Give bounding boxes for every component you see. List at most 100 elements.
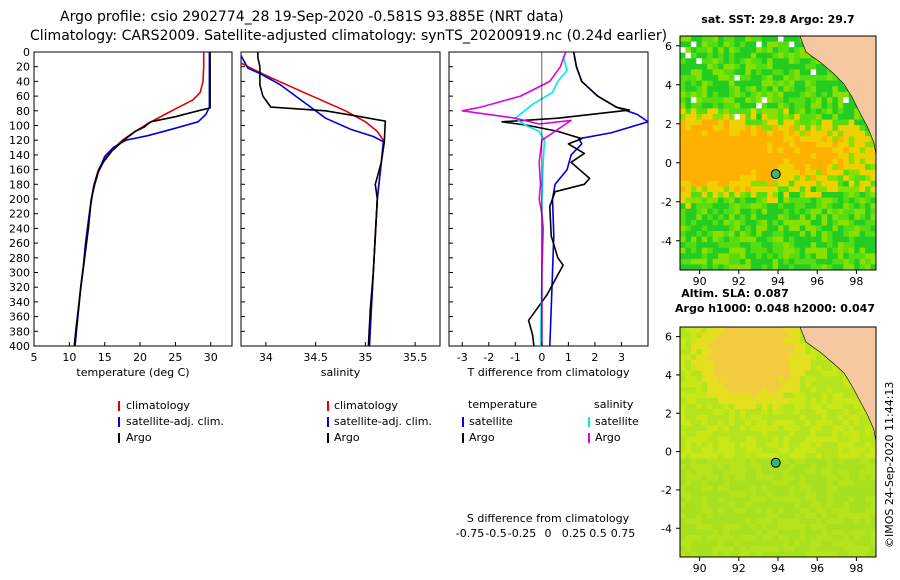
sst-map-cell (685, 47, 692, 54)
sst-map-cell (859, 136, 866, 143)
sla-map-cell (788, 370, 795, 377)
sst-map-cell (718, 264, 724, 270)
sla-map-cell (707, 387, 714, 394)
sst-map-cell (821, 91, 828, 98)
sla-map-cell (723, 442, 730, 448)
sla-map-cell (816, 535, 822, 541)
sst-map-cell (870, 242, 876, 249)
sst-map-cell (767, 253, 773, 260)
sst-map-cell (805, 91, 812, 98)
sla-map-cell (816, 403, 822, 410)
sla-map-cell (767, 535, 773, 541)
sst-map-cell (761, 247, 768, 254)
sst-map-cell (680, 219, 686, 226)
sst-map-cell (739, 114, 746, 120)
sla-map-cell (685, 381, 692, 388)
sst-map-cell (788, 192, 795, 198)
sst-map-cell (745, 264, 752, 270)
sst-map-cell (685, 197, 692, 204)
sst-map-cell (707, 91, 714, 98)
sla-map-cell (734, 376, 741, 383)
sla-map-cell (750, 463, 757, 470)
sst-map-cell (756, 69, 763, 76)
sst-map-cell (783, 236, 790, 243)
sst-map-cell (718, 147, 724, 154)
sst-map-cell (750, 253, 757, 260)
depth-tick-label: 20 (16, 61, 30, 74)
sst-map-cell (810, 197, 817, 204)
sla-map-cell (756, 551, 763, 557)
sst-map-cell (816, 208, 822, 215)
sst-map-cell (767, 158, 773, 165)
sla-map-cell (799, 343, 806, 350)
sst-map-cell (701, 36, 708, 42)
sst-map-cell (810, 236, 817, 243)
sla-map-cell (854, 474, 861, 481)
sst-map-cell (799, 41, 806, 48)
sst-map-cell (767, 153, 773, 159)
sla-map-cell (739, 376, 746, 383)
sla-map-cell (701, 458, 708, 465)
sla-map-cell (739, 431, 746, 437)
sst-map-cell (799, 208, 806, 215)
sla-map-cell (794, 469, 801, 476)
diff-legend-item: Argo (469, 431, 495, 444)
sst-map-cell (788, 253, 795, 260)
sla-map-cell (799, 452, 806, 459)
sla-map-cell (712, 480, 719, 487)
sla-map-cell (739, 398, 746, 405)
sst-map-cell (685, 203, 692, 210)
sla-map-cell (756, 420, 763, 426)
sst-map-cell (772, 236, 779, 243)
sst-map-cell (718, 63, 724, 70)
sst-map-cell (696, 208, 703, 215)
sla-map-cell (745, 491, 752, 498)
sla-map-cell (734, 480, 741, 487)
sla-map-cell (778, 518, 784, 525)
sla-map-cell (843, 480, 850, 487)
sla-map-cell (859, 469, 866, 476)
sla-map-cell (783, 327, 790, 333)
sst-map-cell (750, 75, 757, 81)
sla-map-cell (794, 463, 801, 470)
sla-map-cell (848, 524, 855, 531)
sst-map-cell (739, 219, 746, 226)
sst-map-cell (767, 214, 773, 221)
sla-map-cell (778, 491, 784, 498)
sla-map-cell (816, 540, 822, 547)
sst-map-cell (739, 214, 746, 221)
sla-map-cell (690, 507, 697, 514)
sla-map-cell (685, 392, 692, 399)
sst-map-cell (718, 86, 724, 93)
sst-map-cell (761, 63, 768, 70)
sst-map-cell (696, 102, 703, 109)
sla-map-cell (761, 551, 768, 557)
sst-map-cell (690, 114, 697, 120)
sst-map-cell (707, 130, 714, 137)
sla-map-cell (837, 485, 844, 492)
sla-map-cell (788, 447, 795, 454)
sst-map-cell (767, 197, 773, 204)
sla-map-cell (707, 343, 714, 350)
sst-map-cell (718, 236, 724, 243)
sst-map-cell (859, 186, 866, 193)
sla-map-cell (718, 485, 724, 492)
sst-map-cell (848, 219, 855, 226)
sla-map-cell (794, 348, 801, 355)
sla-map-cell (718, 463, 724, 470)
sla-map-cell (854, 425, 861, 432)
sla-map-cell (767, 491, 773, 498)
sst-map-cell (816, 153, 822, 159)
sla-map-cell (843, 546, 850, 552)
sst-map-cell (783, 219, 790, 226)
sla-map-cell (690, 343, 697, 350)
sst-map-cell (685, 253, 692, 260)
sst-map-cell (685, 58, 692, 65)
sst-map-cell (745, 153, 752, 159)
sst-map-cell (870, 158, 876, 165)
sla-map-cell (750, 376, 757, 383)
sla-map-cell (805, 463, 812, 470)
sla-map-cell (767, 447, 773, 454)
sst-map-cell (821, 186, 828, 193)
sla-map-cell (734, 348, 741, 355)
